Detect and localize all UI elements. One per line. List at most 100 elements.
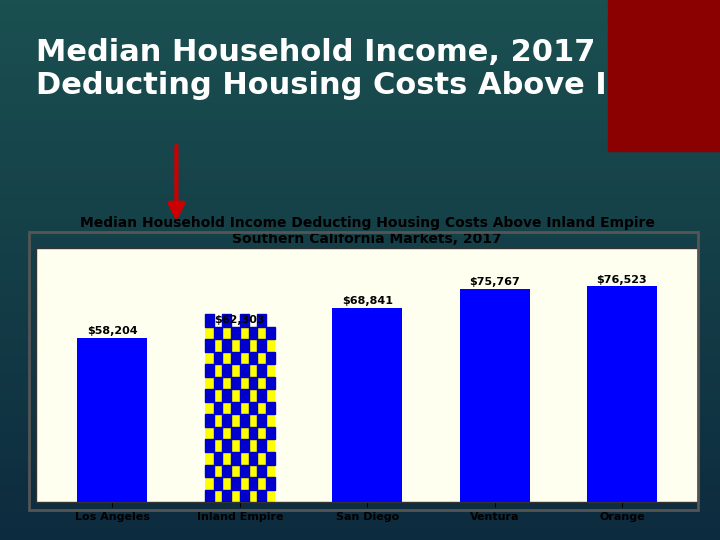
Bar xyxy=(0,59,720,65)
Bar xyxy=(0,227,720,232)
Bar xyxy=(0,254,720,259)
Bar xyxy=(266,477,275,490)
Bar xyxy=(0,243,720,248)
Bar xyxy=(0,189,720,194)
Bar xyxy=(0,270,720,275)
Bar xyxy=(0,130,720,135)
Bar xyxy=(0,157,720,162)
Bar xyxy=(214,377,222,389)
Bar xyxy=(0,135,720,140)
Bar xyxy=(0,113,720,119)
Bar xyxy=(0,529,720,535)
Bar xyxy=(0,184,720,189)
Bar xyxy=(266,452,275,464)
Bar xyxy=(257,414,266,427)
Bar xyxy=(222,339,231,352)
Bar xyxy=(240,490,248,502)
Bar xyxy=(222,414,231,427)
Bar xyxy=(0,0,720,5)
Text: $62,303: $62,303 xyxy=(215,315,265,325)
Bar xyxy=(248,427,257,440)
Bar xyxy=(240,389,248,402)
Bar xyxy=(0,275,720,281)
Bar xyxy=(204,389,214,402)
Bar xyxy=(0,97,720,103)
Bar xyxy=(0,470,720,475)
Bar xyxy=(0,432,720,437)
Bar xyxy=(0,394,720,400)
Bar xyxy=(231,477,240,490)
Bar xyxy=(266,377,275,389)
Bar xyxy=(0,405,720,410)
Bar xyxy=(257,490,266,502)
Bar xyxy=(0,49,720,54)
Bar xyxy=(0,119,720,124)
Bar xyxy=(0,362,720,367)
Bar xyxy=(204,414,214,427)
Bar xyxy=(0,281,720,286)
Bar xyxy=(248,452,257,464)
Bar xyxy=(204,314,214,327)
Bar xyxy=(222,364,231,377)
Bar xyxy=(78,338,148,502)
Text: $68,841: $68,841 xyxy=(342,296,392,306)
Bar xyxy=(0,416,720,421)
Bar xyxy=(0,232,720,238)
Bar xyxy=(240,414,248,427)
Bar xyxy=(0,167,720,173)
Bar xyxy=(214,402,222,414)
Bar xyxy=(0,373,720,378)
Bar xyxy=(231,452,240,464)
Bar xyxy=(0,11,720,16)
Bar xyxy=(0,513,720,518)
Bar xyxy=(0,319,720,324)
Bar xyxy=(0,92,720,97)
Bar xyxy=(0,524,720,529)
Bar xyxy=(248,402,257,414)
Bar xyxy=(0,324,720,329)
Bar xyxy=(231,402,240,414)
Bar xyxy=(0,81,720,86)
Bar xyxy=(0,297,720,302)
Bar xyxy=(0,427,720,432)
Bar xyxy=(608,0,720,151)
Bar xyxy=(0,491,720,497)
Bar xyxy=(0,464,720,470)
Bar xyxy=(214,352,222,364)
Bar xyxy=(204,364,214,377)
Bar xyxy=(266,327,275,339)
Bar xyxy=(0,459,720,464)
Bar xyxy=(0,443,720,448)
Bar xyxy=(204,464,214,477)
Bar xyxy=(0,238,720,243)
Bar xyxy=(0,76,720,81)
Bar xyxy=(332,308,402,502)
Bar xyxy=(0,481,720,486)
Bar xyxy=(248,377,257,389)
Bar xyxy=(248,477,257,490)
Bar xyxy=(0,518,720,524)
Bar xyxy=(214,327,222,339)
Bar xyxy=(0,178,720,184)
Bar xyxy=(257,314,266,327)
Text: $58,204: $58,204 xyxy=(87,326,138,336)
Bar xyxy=(266,402,275,414)
Bar xyxy=(0,497,720,502)
Text: $76,523: $76,523 xyxy=(597,275,647,285)
Bar xyxy=(222,440,231,452)
Bar xyxy=(0,356,720,362)
Bar xyxy=(0,383,720,389)
Bar xyxy=(231,427,240,440)
Bar xyxy=(0,16,720,22)
Bar xyxy=(0,151,720,157)
Bar xyxy=(0,437,720,443)
Bar xyxy=(0,108,720,113)
Bar xyxy=(240,339,248,352)
Bar xyxy=(0,70,720,76)
Bar xyxy=(0,340,720,346)
Bar xyxy=(0,378,720,383)
Bar xyxy=(0,211,720,216)
Bar xyxy=(204,339,214,352)
Bar xyxy=(0,32,720,38)
Bar xyxy=(0,486,720,491)
